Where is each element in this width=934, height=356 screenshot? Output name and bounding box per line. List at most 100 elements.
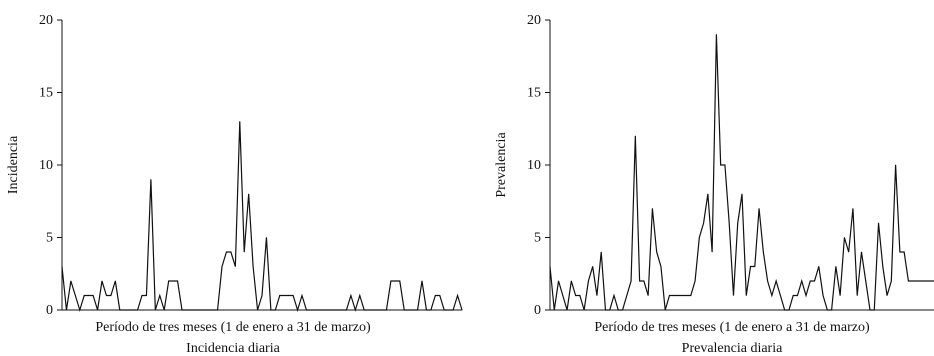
data-point — [831, 309, 832, 311]
data-point — [141, 295, 143, 296]
data-point — [261, 295, 263, 296]
data-point — [609, 309, 611, 311]
y-tick-label: 20 — [527, 13, 541, 28]
data-point — [92, 295, 94, 296]
data-point — [780, 295, 781, 296]
data-point — [703, 222, 704, 224]
data-point — [562, 295, 564, 296]
data-point — [61, 266, 63, 267]
y-tick-label: 15 — [527, 86, 541, 101]
data-point — [270, 309, 272, 311]
data-point — [852, 208, 854, 209]
data-point — [448, 309, 450, 311]
data-point — [137, 309, 138, 311]
data-point — [163, 309, 165, 311]
data-point — [890, 280, 892, 282]
data-point — [839, 295, 841, 296]
data-point — [784, 309, 786, 311]
data-point — [443, 309, 445, 311]
data-point — [579, 295, 581, 296]
data-point — [408, 309, 410, 311]
data-point — [856, 295, 858, 296]
data-point — [212, 309, 214, 311]
data-point — [399, 280, 401, 282]
data-point — [669, 295, 670, 296]
y-tick-label: 0 — [534, 303, 541, 318]
data-point — [886, 295, 888, 296]
data-point — [758, 208, 760, 209]
data-point — [377, 309, 378, 311]
data-point — [826, 309, 828, 311]
data-point — [745, 295, 747, 296]
data-point — [74, 295, 76, 296]
data-point — [119, 309, 121, 311]
data-point — [588, 280, 589, 282]
data-point — [172, 280, 174, 282]
data-point — [882, 266, 884, 267]
data-point — [647, 295, 649, 296]
y-tick-label: 10 — [527, 158, 541, 173]
data-point — [788, 309, 790, 311]
data-point — [266, 237, 267, 238]
data-point — [920, 280, 922, 282]
data-point — [297, 309, 298, 311]
data-point — [283, 295, 285, 296]
data-point — [439, 295, 441, 296]
data-point — [310, 309, 312, 311]
data-point — [368, 309, 370, 311]
data-point — [673, 295, 675, 296]
data-point — [775, 280, 777, 282]
y-axis-title: Prevalencia — [494, 132, 509, 198]
data-point — [203, 309, 205, 311]
data-point — [346, 309, 347, 311]
data-point — [323, 309, 325, 311]
data-point — [724, 164, 726, 166]
y-tick-label: 0 — [46, 303, 53, 318]
data-point — [279, 295, 281, 296]
data-point — [754, 266, 756, 267]
data-point — [690, 295, 692, 296]
data-point — [895, 164, 896, 166]
data-point — [217, 309, 218, 311]
data-point — [426, 309, 427, 311]
y-tick-label: 10 — [39, 158, 53, 173]
y-axis-title: Incidencia — [6, 135, 21, 194]
series-points — [61, 121, 463, 311]
y-tick-label: 5 — [534, 231, 541, 246]
data-point — [767, 280, 768, 282]
data-point — [390, 280, 392, 282]
data-point — [332, 309, 334, 311]
data-point — [566, 309, 568, 311]
data-point — [630, 280, 632, 282]
data-point — [110, 295, 112, 296]
data-point — [337, 309, 338, 311]
data-point — [681, 295, 683, 296]
data-point — [243, 251, 245, 253]
data-point — [301, 295, 303, 296]
series-points — [549, 34, 934, 311]
data-point — [319, 309, 321, 311]
data-point — [899, 251, 901, 253]
data-point — [707, 193, 709, 195]
data-point — [288, 295, 290, 296]
data-point — [694, 280, 696, 282]
series-line-1 — [549, 34, 934, 311]
data-point — [66, 309, 67, 311]
data-point — [634, 135, 636, 137]
data-point — [801, 280, 803, 282]
data-point — [314, 309, 316, 311]
data-point — [762, 251, 764, 253]
data-point — [583, 309, 585, 311]
data-point — [106, 295, 107, 296]
data-point — [600, 251, 602, 253]
data-point — [386, 309, 387, 311]
data-point — [457, 295, 458, 296]
data-point — [177, 280, 178, 282]
data-point — [88, 295, 90, 296]
data-point — [916, 280, 918, 282]
data-point — [341, 309, 343, 311]
data-point — [809, 280, 811, 282]
data-point — [381, 309, 383, 311]
data-point — [848, 251, 850, 253]
data-point — [558, 280, 559, 282]
